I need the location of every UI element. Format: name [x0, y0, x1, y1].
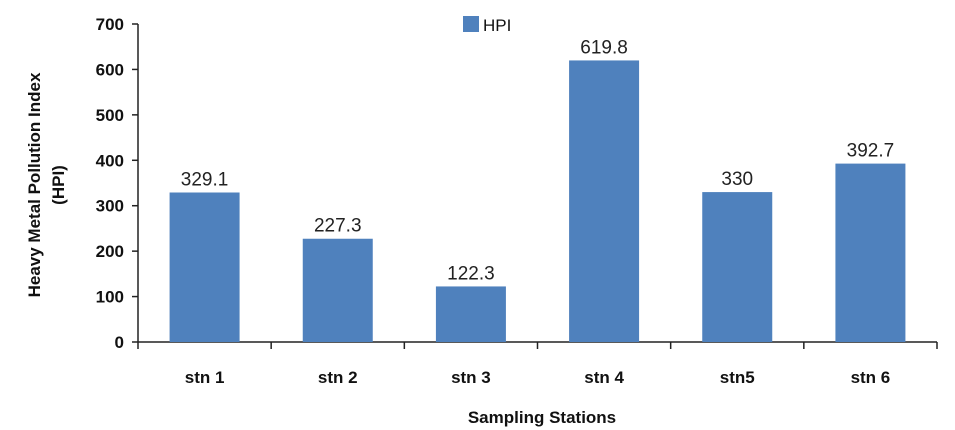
x-tick-label: stn 6 — [851, 368, 891, 387]
legend: HPI — [463, 16, 511, 35]
data-label: 330 — [721, 169, 753, 190]
x-tick-label: stn 4 — [584, 368, 624, 387]
legend-swatch-hpi — [463, 16, 479, 32]
data-label: 227.3 — [314, 216, 362, 237]
x-tick-label: stn5 — [720, 368, 755, 387]
bar-stn5 — [702, 192, 773, 342]
x-axis-title: Sampling Stations — [468, 408, 616, 427]
data-label: 122.3 — [447, 263, 495, 284]
y-axis-title: Heavy Metal Pollution Index (HPI) — [25, 72, 68, 297]
x-tick-label: stn 2 — [318, 368, 358, 387]
y-tick-label: 400 — [96, 151, 124, 170]
y-tick-label: 600 — [96, 60, 124, 79]
y-tick-label: 300 — [96, 197, 124, 216]
legend-label-hpi: HPI — [483, 16, 511, 35]
y-tick-label: 200 — [96, 242, 124, 261]
plot-area: 0 100 200 300 400 500 600 700 329.1 stn 1 227.3 stn… — [96, 15, 938, 387]
y-axis-title-line-1: Heavy Metal Pollution Index — [25, 72, 44, 297]
data-label: 392.7 — [847, 141, 895, 162]
bar-stn-4 — [569, 60, 640, 342]
y-tick-label: 700 — [96, 15, 124, 34]
bar-stn-1 — [169, 192, 240, 342]
y-tick-label: 100 — [96, 288, 124, 307]
x-tick-label: stn 1 — [185, 368, 225, 387]
x-tick-label: stn 3 — [451, 368, 491, 387]
bar-stn-3 — [435, 286, 506, 342]
y-tick-label: 500 — [96, 106, 124, 125]
bar-stn-2 — [302, 238, 373, 342]
bar-stn-6 — [835, 163, 906, 342]
data-label: 619.8 — [580, 37, 628, 58]
y-axis-title-line-2: (HPI) — [49, 165, 68, 205]
data-label: 329.1 — [181, 169, 229, 190]
y-tick-label: 0 — [115, 333, 124, 352]
